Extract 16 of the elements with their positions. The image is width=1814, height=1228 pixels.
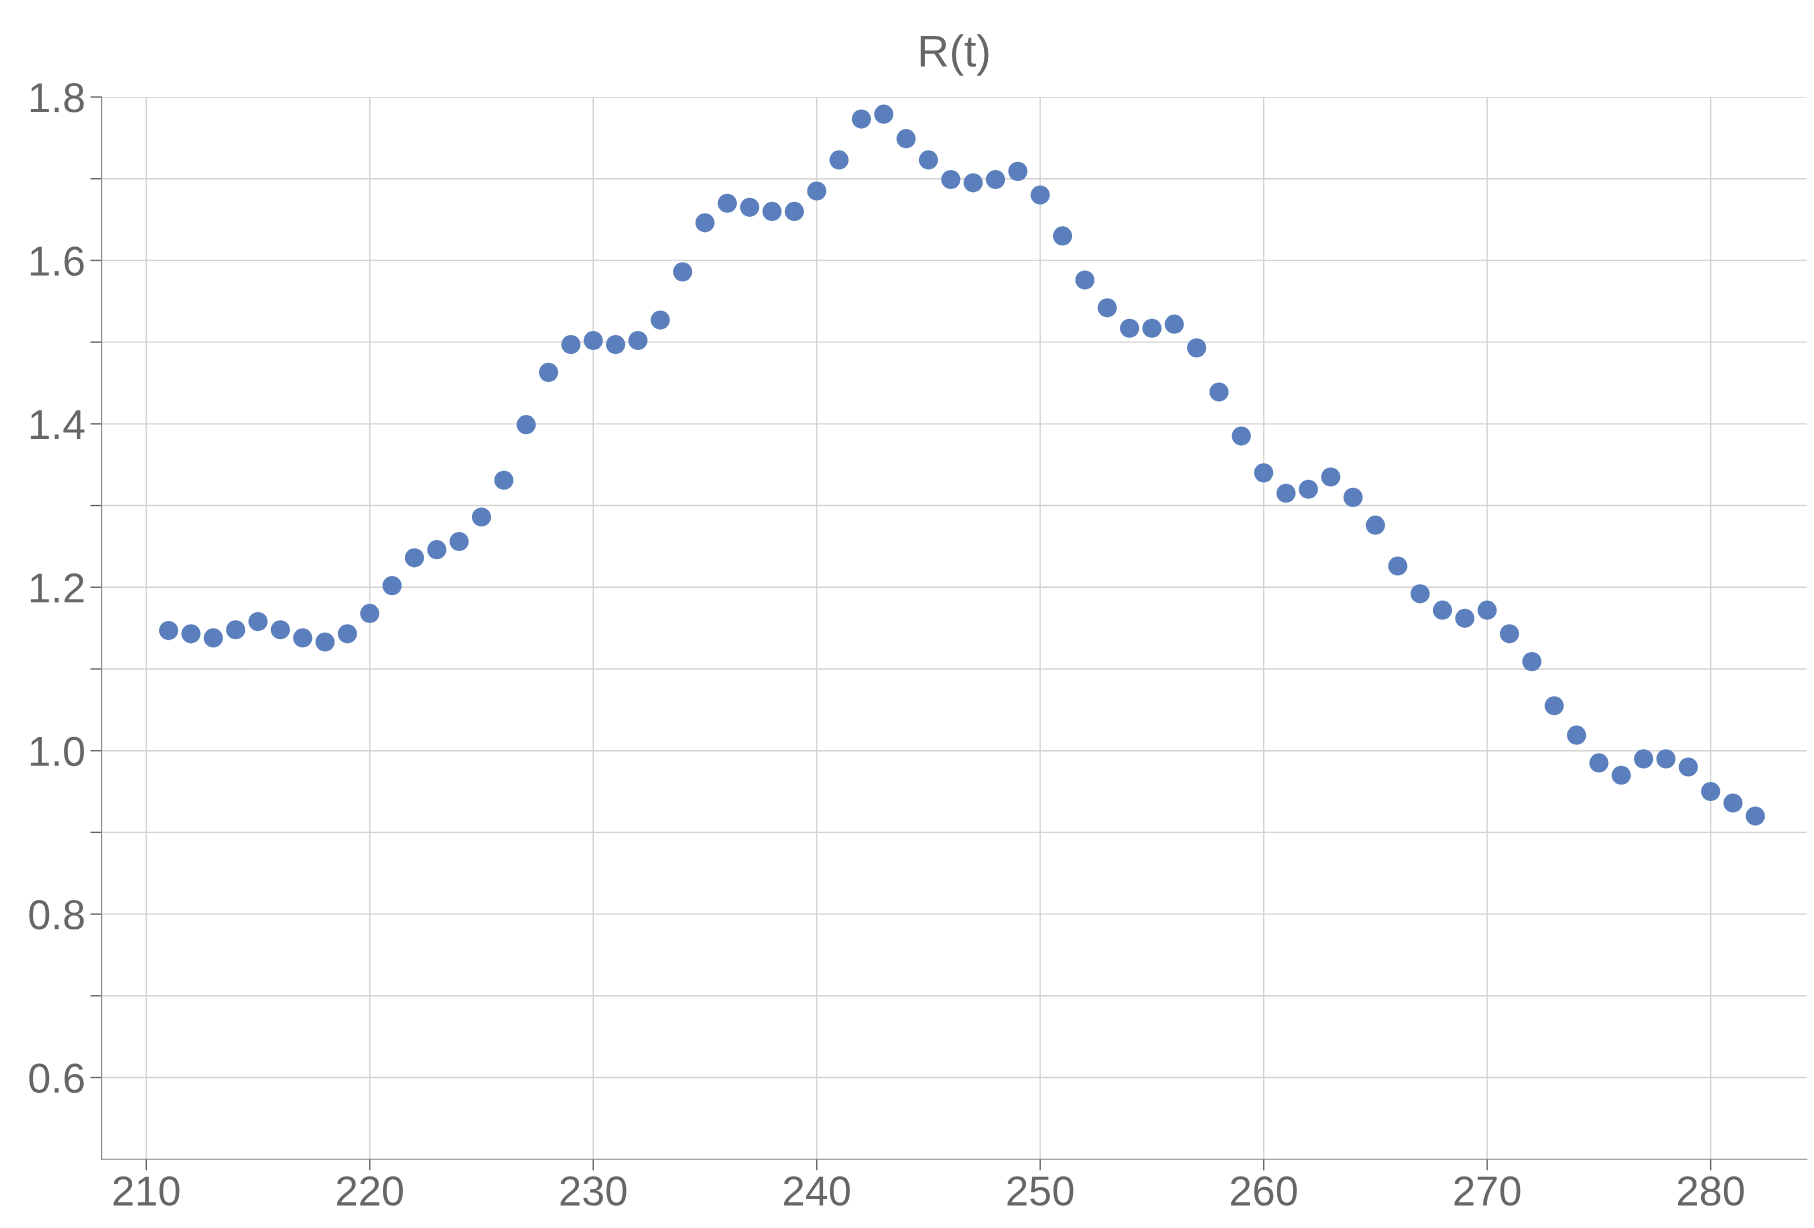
- x-tick-label: 240: [784, 1176, 850, 1206]
- x-tick-label: 260: [1231, 1176, 1297, 1206]
- x-tick-label: 270: [1454, 1176, 1521, 1206]
- x-tick-label: 220: [337, 1176, 403, 1206]
- x-tick-label: 230: [560, 1176, 627, 1206]
- y-tick-label: 1.4: [30, 410, 85, 439]
- x-tick-label: 250: [1007, 1176, 1074, 1206]
- y-tick-label: 1.2: [30, 573, 84, 603]
- x-tick-label: 280: [1677, 1176, 1744, 1206]
- y-tick-label: 1.0: [30, 736, 84, 767]
- y-tick-label: 1.6: [30, 246, 84, 276]
- chart-title: R(t): [920, 34, 989, 76]
- y-tick-label: 1.8: [30, 83, 84, 113]
- x-tick-label: 210: [113, 1176, 180, 1206]
- y-tick-label: 0.8: [29, 900, 84, 930]
- y-tick-label: 0.6: [29, 1063, 84, 1094]
